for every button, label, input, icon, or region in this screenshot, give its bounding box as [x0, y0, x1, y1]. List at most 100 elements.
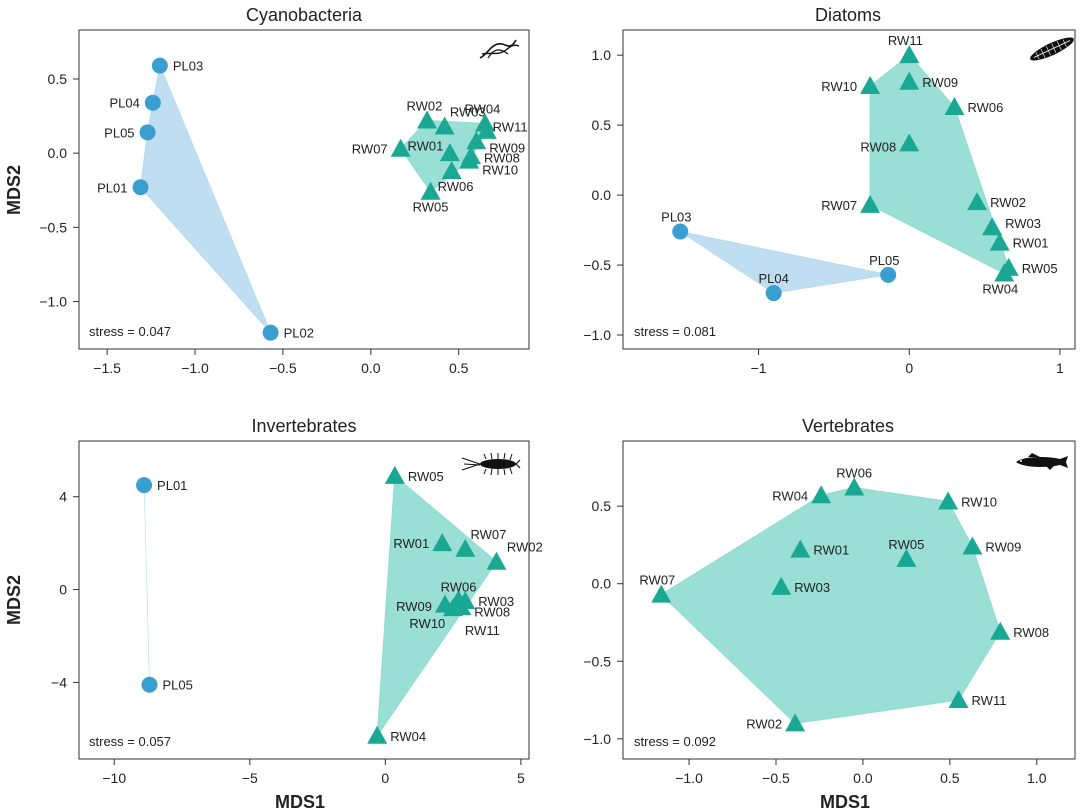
panel-title: Vertebrates	[802, 416, 894, 436]
plot-frame	[78, 29, 530, 350]
tick-layer: −1.0 −0.5 0.0 0.5 1.0 −1.0 −0.5 0.0 0.5	[583, 498, 1046, 786]
point-layer: RW06 RW04 RW10 RW01 RW05 RW09 RW03 RW07 RW08 RW11…	[639, 466, 1049, 732]
y-tick-label: 0.5	[592, 498, 612, 514]
point-rw10	[860, 75, 881, 94]
point-label: RW03	[450, 104, 486, 119]
x-tick-label: −10	[102, 770, 126, 786]
point-label: RW05	[408, 469, 444, 484]
x-tick-label: −1.0	[675, 770, 703, 786]
point-label: RW02	[990, 195, 1026, 210]
point-label: RW11	[465, 623, 500, 638]
point-label: RW07	[639, 573, 675, 588]
plot-frame	[78, 440, 530, 760]
point-label: RW04	[772, 488, 808, 503]
point-rw01	[790, 539, 811, 558]
point-rw11	[899, 45, 920, 64]
point-rw02	[785, 713, 806, 732]
point-rw06	[944, 96, 965, 115]
point-label: RW06	[441, 580, 477, 595]
point-label: RW01	[813, 543, 849, 558]
point-label: RW08	[1013, 625, 1049, 640]
x-tick-label: −1.5	[93, 360, 121, 376]
point-rw03	[434, 116, 455, 135]
x-tick-label: −1.0	[181, 360, 209, 376]
rw-hull	[376, 474, 498, 738]
point-label: RW01	[1013, 236, 1049, 251]
point-label: RW09	[396, 599, 432, 614]
y-tick-label: −4	[51, 674, 67, 690]
point-label: RW07	[821, 198, 857, 213]
point-rw11	[948, 690, 969, 709]
point-rw04	[994, 263, 1015, 282]
point-rw07	[651, 584, 672, 603]
y-axis-title-bottom: MDS2	[4, 575, 24, 625]
point-rw05	[896, 548, 917, 567]
point-label: RW10	[821, 79, 857, 94]
point-pl01	[132, 179, 149, 196]
point-rw11	[476, 120, 497, 139]
y-tick-label: 0.5	[48, 71, 68, 87]
panel-vertebrates: Vertebrates −1.0 −0.5 0.0 0.5 1.0 −1.0 −0.5 0.0…	[583, 416, 1076, 786]
point-label: RW05	[1022, 261, 1058, 276]
point-label: RW09	[922, 75, 958, 90]
tick-layer: −1 0 1 −1.0 −0.5 0.0 0.5 1.0	[583, 47, 1064, 376]
point-pl03	[151, 57, 168, 74]
point-rw07	[455, 538, 476, 557]
point-rw01	[432, 533, 453, 552]
point-label: RW02	[746, 716, 782, 731]
point-rw08	[990, 621, 1011, 640]
point-label: RW08	[474, 604, 510, 619]
y-tick-label: −1.0	[583, 327, 611, 343]
point-label: RW08	[860, 139, 896, 154]
panel-diatoms: Diatoms −1 0 1−1.0−0.50.00.51.0 PL03PL05PL…	[583, 5, 1076, 376]
y-tick-label: 0	[59, 582, 67, 598]
x-tick-label: 5	[517, 770, 525, 786]
stress-label: stress = 0.047	[89, 324, 171, 339]
point-rw03	[982, 217, 1003, 236]
stress-label: stress = 0.092	[634, 734, 716, 749]
y-tick-label: −1.0	[39, 294, 67, 310]
panel-title: Diatoms	[815, 5, 881, 25]
panel-title: Cyanobacteria	[246, 5, 363, 25]
point-pl05	[141, 676, 158, 693]
point-rw09	[962, 536, 983, 555]
point-pl04	[144, 94, 161, 111]
point-label: RW11	[493, 119, 528, 134]
tick-layer: −10 −5 0 5 −4 0 4	[51, 489, 525, 786]
y-tick-label: −1.0	[583, 731, 611, 747]
point-label: RW03	[1005, 216, 1041, 231]
x-tick-label: 0.5	[940, 770, 960, 786]
point-rw05	[420, 181, 441, 200]
x-tick-label: 0.5	[449, 360, 469, 376]
y-tick-label: 0.0	[48, 145, 68, 161]
point-label: RW07	[352, 142, 388, 157]
point-pl01	[136, 477, 153, 494]
point-rw04	[367, 725, 388, 744]
point-label: RW06	[967, 100, 1003, 115]
plot-frame	[622, 29, 1076, 350]
pl-hull	[680, 231, 889, 294]
x-tick-label: 0	[905, 360, 913, 376]
point-rw09	[466, 131, 487, 150]
point-label: PL03	[173, 59, 203, 74]
point-rw10	[459, 150, 480, 169]
pl-hull	[143, 485, 150, 685]
point-label: RW05	[888, 537, 924, 552]
point-label: PL02	[284, 326, 314, 341]
invertebrate-larva-icon	[461, 452, 521, 476]
x-tick-label: −5	[242, 770, 258, 786]
point-label: RW01	[393, 536, 429, 551]
y-tick-label: 1.0	[592, 47, 612, 63]
point-pl04	[765, 285, 782, 302]
tick-layer: −1.5 −1.0 −0.5 0.0 0.5 −1.0 −0.5 0.0 0.5	[39, 71, 468, 376]
point-pl03	[672, 223, 689, 240]
point-rw07	[860, 194, 881, 213]
panel-invertebrates: Invertebrates −10 −5 0 5 −4 0 4 PL01 PL05 RW05 RW…	[51, 416, 543, 786]
y-tick-label: −0.5	[583, 257, 611, 273]
point-label: RW10	[482, 163, 518, 178]
point-label: RW03	[478, 594, 514, 609]
point-pl02	[262, 324, 279, 341]
point-label: PL05	[104, 125, 134, 140]
